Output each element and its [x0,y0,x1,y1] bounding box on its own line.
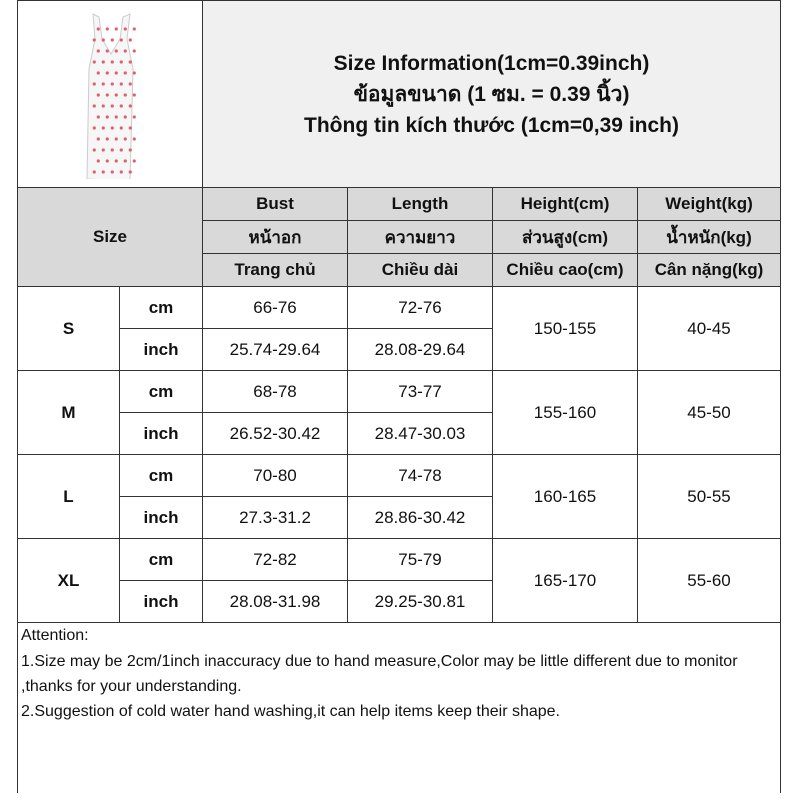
col-height-vi: Chiều cao(cm) [492,253,638,287]
bust-cm: 70-80 [202,454,348,497]
weight-value: 55-60 [636,538,782,623]
height-value: 150-155 [492,286,638,371]
notes-heading: Attention: [21,627,89,644]
height-value: 160-165 [492,454,638,539]
attention-notes: Attention: 1.Size may be 2cm/1inch inacc… [16,622,782,793]
length-cm: 75-79 [347,538,493,581]
bust-cm: 72-82 [202,538,348,581]
unit-cm: cm [119,370,203,413]
title-en: Size Information(1cm=0.39inch) [333,51,650,75]
col-weight-en: Weight(kg) [636,187,782,221]
length-inch: 29.25-30.81 [347,580,493,623]
title-th: ข้อมูลขนาด (1 ซม. = 0.39 นิ้ว) [353,82,630,106]
bust-inch: 25.74-29.64 [202,328,348,371]
size-label: M [17,370,120,455]
length-cm: 74-78 [347,454,493,497]
bust-inch: 26.52-30.42 [202,412,348,455]
length-inch: 28.86-30.42 [347,496,493,539]
col-weight-th: น้ำหนัก(kg) [636,220,782,254]
note-1: 1.Size may be 2cm/1inch inaccuracy due t… [21,653,738,695]
bust-inch: 28.08-31.98 [202,580,348,623]
weight-value: 40-45 [636,286,782,371]
table-row: M cm 68-78 73-77 155-160 45-50 [17,370,782,455]
size-info-title: Size Information(1cm=0.39inch) ข้อมูลขนา… [201,0,782,188]
col-height-th: ส่วนสูง(cm) [492,220,638,254]
unit-inch: inch [119,496,203,539]
unit-cm: cm [119,454,203,497]
size-label: L [17,454,120,539]
length-inch: 28.47-30.03 [347,412,493,455]
unit-cm: cm [119,538,203,581]
size-header: Size [17,187,203,287]
unit-cm: cm [119,286,203,329]
col-length-th: ความยาว [347,220,493,254]
table-row: inch 25.74-29.64 28.08-29.64 [18,328,781,371]
length-inch: 28.08-29.64 [347,328,493,371]
length-cm: 72-76 [347,286,493,329]
product-image [17,0,203,188]
dress-image [86,13,136,179]
col-length-vi: Chiều dài [347,253,493,287]
col-bust-en: Bust [202,187,348,221]
bust-cm: 68-78 [202,370,348,413]
height-value: 155-160 [492,370,638,455]
size-label: S [17,286,120,371]
table-row: S cm 66-76 72-76 150-155 40-45 [17,286,782,371]
height-value: 165-170 [492,538,638,623]
bust-cm: 66-76 [202,286,348,329]
unit-inch: inch [119,580,203,623]
table-row: L cm 70-80 74-78 160-165 50-55 [17,454,782,539]
bust-inch: 27.3-31.2 [202,496,348,539]
col-height-en: Height(cm) [492,187,638,221]
title-vi: Thông tin kích thước (1cm=0,39 inch) [304,113,679,137]
weight-value: 50-55 [636,454,782,539]
table-row: inch 28.08-31.98 29.25-30.81 [18,580,781,623]
col-bust-vi: Trang chủ [202,253,348,287]
size-label: XL [17,538,120,623]
col-weight-vi: Cân nặng(kg) [636,253,782,287]
size-table: Size Information(1cm=0.39inch) ข้อมูลขนา… [16,0,782,793]
unit-inch: inch [119,328,203,371]
note-2: 2.Suggestion of cold water hand washing,… [21,703,560,720]
table-row: inch 26.52-30.42 28.47-30.03 [18,412,781,455]
col-length-en: Length [347,187,493,221]
weight-value: 45-50 [636,370,782,455]
length-cm: 73-77 [347,370,493,413]
table-row: inch 27.3-31.2 28.86-30.42 [18,496,781,539]
unit-inch: inch [119,412,203,455]
col-bust-th: หน้าอก [202,220,348,254]
table-row: XL cm 72-82 75-79 165-170 55-60 [17,538,782,623]
